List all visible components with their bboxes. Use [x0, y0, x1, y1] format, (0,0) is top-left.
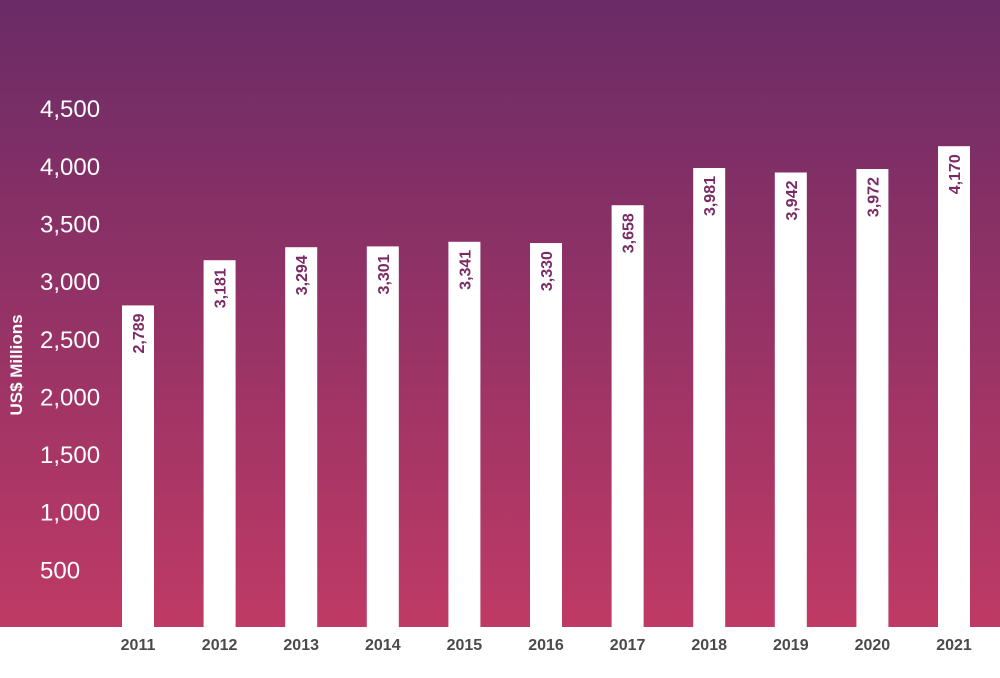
data-label: 3,330: [539, 251, 556, 291]
data-label: 3,972: [865, 177, 882, 217]
y-tick-label: 2,000: [40, 384, 100, 411]
x-tick-label: 2018: [691, 637, 727, 654]
y-tick-label: 2,500: [40, 327, 100, 354]
bar: [611, 205, 644, 627]
bar: [366, 246, 399, 627]
x-tick-label: 2019: [773, 637, 809, 654]
y-axis: 500 1,000 1,500 2,000 2,500 3,000 3,500 4,000 4,…: [40, 96, 100, 584]
y-tick-label: 4,500: [40, 96, 100, 123]
bar: [938, 146, 970, 627]
bar: [693, 167, 726, 627]
data-label: 3,301: [376, 254, 393, 294]
bar: [122, 305, 154, 627]
x-axis: 2011 2012 2013 2014 2015 2016 2017 2018 2019 2020…: [121, 637, 972, 654]
data-label: 2,789: [131, 313, 148, 353]
y-tick-label: 500: [40, 557, 80, 584]
data-label: 3,981: [702, 176, 719, 216]
bars: 2,789 3,181 3,294 3,301 3,341 3,330 3,658 3,981…: [122, 146, 970, 628]
data-label: 3,341: [457, 250, 474, 290]
bar: [448, 241, 481, 627]
bar: [856, 169, 889, 628]
data-label: 4,170: [947, 154, 964, 194]
bar: [203, 260, 236, 627]
y-axis-label: US$ Millions: [7, 314, 26, 415]
x-tick-label: 2020: [855, 637, 891, 654]
x-tick-label: 2013: [283, 637, 319, 654]
plot-background: [0, 0, 1000, 627]
y-tick-label: 1,500: [40, 442, 100, 469]
y-tick-label: 1,000: [40, 500, 100, 527]
data-label: 3,294: [294, 255, 311, 295]
x-tick-label: 2014: [365, 637, 401, 654]
data-label: 3,181: [213, 268, 230, 308]
bar: [530, 243, 562, 627]
y-tick-label: 3,500: [40, 211, 100, 238]
x-tick-label: 2011: [121, 637, 156, 654]
x-tick-label: 2017: [610, 637, 646, 654]
x-tick-label: 2016: [528, 637, 564, 654]
bar: [285, 247, 318, 628]
data-label: 3,942: [784, 180, 801, 220]
y-tick-label: 4,000: [40, 154, 100, 181]
data-label: 3,658: [621, 213, 638, 253]
x-tick-label: 2021: [936, 637, 972, 654]
y-tick-label: 3,000: [40, 269, 100, 296]
x-tick-label: 2015: [447, 637, 483, 654]
bar: [774, 172, 807, 627]
x-axis-background: [0, 627, 1000, 678]
x-tick-label: 2012: [202, 637, 238, 654]
